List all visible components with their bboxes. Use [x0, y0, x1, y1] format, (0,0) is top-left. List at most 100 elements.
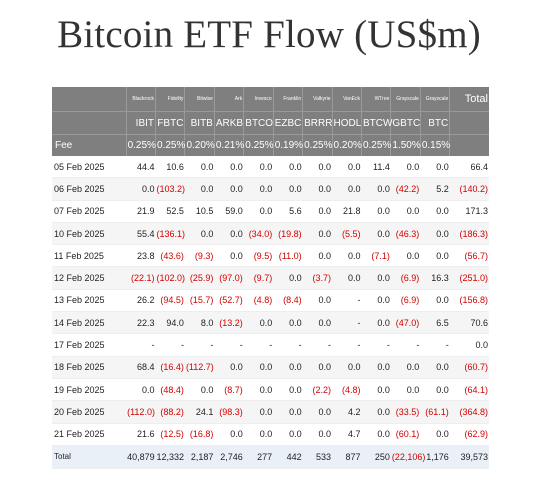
total-value-cell: (22,106) — [390, 445, 425, 469]
issuer-header-cell: Fidelity — [155, 87, 186, 112]
flow-value-cell: (47.0) — [390, 311, 421, 335]
table-row: 19 Feb 2025 0.0 (48.4) 0.0 (8.7) 0.0 0.0 (2.2)(… — [52, 378, 489, 402]
table-row: 14 Feb 2025 22.3 94.0 8.0 (13.2) 0.0 0.0 0.0-0.… — [52, 311, 489, 335]
flow-value-cell: 21.8 — [332, 200, 362, 223]
ticker-header-cell: EZBC — [273, 111, 304, 135]
issuer-header-row: Blackrock Fidelity Bitwise Ark Invesco Frankl… — [52, 87, 489, 112]
flow-value-cell: 6.5 — [420, 311, 450, 335]
table-row: 18 Feb 2025 68.4 (16.4) (112.7) 0.0 0.0 0.0 0.0… — [52, 356, 489, 379]
flow-value-cell: 0.0 — [243, 423, 274, 446]
flow-value-cell: (102.0) — [155, 266, 185, 290]
total-value-cell: 877 — [332, 445, 362, 469]
flow-value-cell: 23.8 — [126, 244, 156, 268]
flow-value-cell: 0.0 — [302, 289, 333, 313]
flow-value-cell: (112.7) — [184, 356, 215, 379]
ticker-header-cell: GBTC — [390, 111, 421, 135]
flow-value-cell: 59.0 — [214, 200, 244, 223]
issuer-header-cell: Grayscale — [390, 87, 421, 112]
flow-value-cell: 0.0 — [420, 222, 450, 246]
issuer-header-cell: WTree — [361, 87, 392, 112]
table-row: 05 Feb 2025 44.4 10.6 0.0 0.0 0.0 0.0 0.0 0.0 11.… — [52, 156, 489, 179]
flow-value-cell: 0.0 — [243, 378, 274, 402]
total-value-cell: 277 — [243, 445, 274, 469]
table-row: 20 Feb 2025 (112.0) (88.2) 24.1 (98.3) 0.0 0.0… — [52, 400, 489, 424]
flow-value-cell: - — [214, 333, 244, 357]
flow-value-cell: 0.0 — [214, 356, 244, 379]
flow-value-cell: - — [361, 333, 391, 357]
fee-cell: 0.21% — [214, 134, 245, 156]
flow-value-cell: 0.0 — [302, 400, 333, 424]
row-date: 11 Feb 2025 — [52, 244, 127, 268]
flow-value-cell: 0.0 — [332, 156, 362, 179]
total-value-cell: 250 — [361, 445, 391, 469]
flow-value-cell: 0.0 — [420, 378, 450, 402]
ticker-header-cell: BRRR — [302, 111, 333, 135]
flow-value-cell: 0.0 — [273, 311, 303, 335]
flow-value-cell: (43.6) — [155, 244, 185, 268]
flow-value-cell: 0.0 — [243, 200, 274, 223]
flow-value-cell: 0.0 — [184, 378, 215, 402]
flow-value-cell: 0.0 — [302, 244, 333, 268]
flow-value-cell: 16.3 — [420, 266, 450, 290]
issuer-header-cell: VanEck — [332, 87, 362, 112]
flow-value-cell: 0.0 — [420, 200, 450, 223]
flow-value-cell: 0.0 — [214, 244, 244, 268]
flow-value-cell: (4.8) — [332, 378, 362, 402]
row-date: 18 Feb 2025 — [52, 356, 127, 379]
flow-value-cell: (8.4) — [273, 289, 303, 313]
flow-value-cell: (15.7) — [184, 289, 215, 313]
row-date: 14 Feb 2025 — [52, 311, 127, 335]
flow-value-cell: - — [243, 333, 274, 357]
issuer-header-cell: Ark — [214, 87, 245, 112]
flow-value-cell: 0.0 — [420, 423, 450, 446]
page-title: Bitcoin ETF Flow (US$m) — [57, 13, 481, 56]
ticker-header-blank — [449, 111, 489, 135]
flow-value-cell: 21.6 — [126, 423, 156, 446]
ticker-header-cell: HODL — [332, 111, 362, 135]
issuer-header-cell: Blackrock — [126, 87, 157, 112]
fee-cell: 0.15% — [420, 134, 451, 156]
flow-value-cell: 0.0 — [273, 378, 303, 402]
flow-value-cell: (6.9) — [390, 289, 421, 313]
flow-value-cell: (3.7) — [302, 266, 333, 290]
flow-value-cell: 0.0 — [302, 177, 333, 201]
flow-value-cell: 0.0 — [390, 244, 421, 268]
row-total-cell: 0.0 — [449, 333, 489, 357]
flow-value-cell: - — [420, 333, 450, 357]
etf-flow-table-container: Blackrock Fidelity Bitwise Ark Invesco Frankl… — [52, 87, 489, 469]
flow-value-cell: (103.2) — [155, 177, 185, 201]
flow-value-cell: (46.3) — [390, 222, 421, 246]
flow-value-cell: (25.9) — [184, 266, 215, 290]
flow-value-cell: 0.0 — [390, 378, 421, 402]
flow-value-cell: (33.5) — [390, 400, 421, 424]
fee-cell: 0.25% — [243, 134, 274, 156]
flow-value-cell: (9.3) — [184, 244, 215, 268]
flow-value-cell: 0.0 — [302, 311, 333, 335]
flow-value-cell: 0.0 — [273, 356, 303, 379]
flow-value-cell: 0.0 — [302, 200, 333, 223]
flow-value-cell: (112.0) — [126, 400, 156, 424]
flow-value-cell: 0.0 — [273, 266, 303, 290]
flow-value-cell: 0.0 — [302, 156, 333, 179]
flow-value-cell: (16.8) — [184, 423, 215, 446]
flow-value-cell: 0.0 — [332, 356, 362, 379]
row-total-cell: (56.7) — [449, 244, 489, 268]
ticker-header-cell: BTC — [420, 111, 451, 135]
flow-value-cell: 4.7 — [332, 423, 362, 446]
ticker-header-cell: IBIT — [126, 111, 157, 135]
row-date: 21 Feb 2025 — [52, 423, 127, 446]
flow-value-cell: 0.0 — [361, 378, 391, 402]
flow-value-cell: 24.1 — [184, 400, 215, 424]
flow-value-cell: (6.9) — [390, 266, 421, 290]
flow-value-cell: 0.0 — [390, 156, 421, 179]
flow-value-cell: 0.0 — [243, 177, 274, 201]
row-date: 05 Feb 2025 — [52, 156, 127, 179]
flow-value-cell: 4.2 — [332, 400, 362, 424]
ticker-header-cell: BTCW — [361, 111, 392, 135]
flow-value-cell: (34.0) — [243, 222, 274, 246]
fee-cell: 0.20% — [332, 134, 362, 156]
row-total-cell: (140.2) — [449, 177, 489, 201]
total-value-cell: 12,332 — [155, 445, 185, 469]
flow-value-cell: 10.6 — [155, 156, 185, 179]
flow-value-cell: - — [155, 333, 185, 357]
